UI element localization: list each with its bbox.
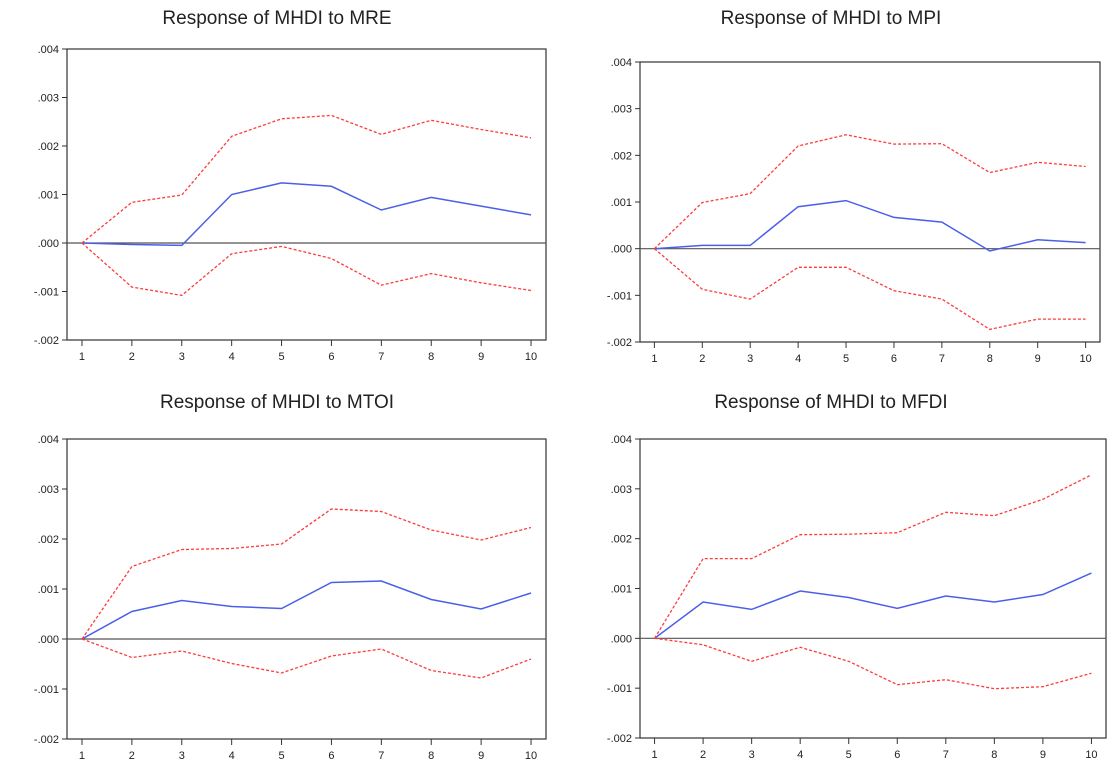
y-tick-label: -.002 [34,335,59,347]
x-tick-label: 8 [987,353,993,365]
x-tick-label: 3 [747,353,753,365]
x-tick-label: 5 [843,353,849,365]
x-tick-label: 1 [652,749,658,760]
y-tick-label: .003 [611,104,632,116]
series-line-lower [81,638,532,679]
x-tick-label: 5 [846,749,852,760]
y-tick-label: .001 [611,197,632,209]
x-tick-label: 6 [891,353,897,365]
chart-title: Response of MHDI to MRE [162,8,392,29]
y-tick-label: .004 [38,434,59,446]
y-tick-label: -.001 [34,287,59,299]
chart-plot: .004 .003 .002 .001 .000 -.001 -.002 1 2 3 4 5 6 7 8 9 1… [34,44,547,363]
plot-frame [66,438,547,740]
chart-plot: .004 .003 .002 .001 .000 -.001 -.002 1 2 3 4 5 6 7 8 9 1… [34,434,547,760]
y-tick-label: .003 [38,484,59,496]
x-tick-label: 5 [278,351,284,363]
x-tick-label: 1 [651,353,657,365]
x-tick-label: 7 [943,749,949,760]
x-tick-label: 7 [939,353,945,365]
series-line-upper [81,114,532,244]
x-tick-label: 9 [478,351,484,363]
series-line-lower [81,242,532,297]
chart-panel-mpi: Response of MHDI to MPI .004 .003 .002 .001… [554,0,1108,380]
x-tick-label: 4 [795,353,801,365]
y-tick-label: .002 [38,141,59,153]
y-tick-label: .003 [38,93,59,105]
chart-plot: .004 .003 .002 .001 .000 -.001 -.002 1 2 3 4 5 6 7 8 9 1… [607,57,1101,365]
y-tick-label: -.002 [607,733,632,745]
y-tick-label: .002 [611,150,632,162]
chart-title: Response of MHDI to MPI [720,8,942,29]
x-tick-label: 10 [1080,353,1092,365]
plot-frame [66,48,547,341]
x-tick-label: 9 [1035,353,1041,365]
y-tick-label: .004 [611,434,632,446]
y-tick-label: .000 [611,244,632,256]
chart-panel-mfdi: Response of MHDI to MFDI .004.003.002.00… [554,380,1108,760]
plot-frame [639,438,1107,739]
chart-title: Response of MHDI to MTOI [159,392,395,413]
x-tick-label: 10 [525,351,537,363]
series-line-response [81,182,532,247]
series-line-response [654,199,1086,252]
chart-plot: .004 .003 .002 .001 .000 -.001 -.002 1 2 3 4 5 6 7 8 9 1… [607,434,1107,760]
series-line-upper [654,474,1092,639]
y-tick-label: .002 [611,534,632,546]
y-tick-label: .001 [38,584,59,596]
y-tick-label: -.002 [34,734,59,746]
x-tick-label: 3 [749,749,755,760]
series-line-lower [654,637,1092,690]
series-line-response [654,572,1092,639]
series-line-lower [653,248,1086,331]
x-tick-label: 1 [79,351,85,363]
x-tick-label: 9 [478,750,484,760]
x-tick-label: 7 [378,351,384,363]
plot-frame [639,61,1101,343]
x-tick-label: 2 [129,750,135,760]
x-tick-label: 4 [229,351,235,363]
x-tick-label: 4 [229,750,235,760]
y-tick-label: -.001 [607,683,632,695]
x-tick-label: 6 [328,750,334,760]
x-tick-label: 2 [699,353,705,365]
y-tick-label: .004 [611,57,632,69]
x-tick-label: 9 [1040,749,1046,760]
y-tick-label: .003 [611,484,632,496]
x-tick-label: 7 [378,750,384,760]
x-tick-label: 5 [278,750,284,760]
chart-panel-mre: Response of MHDI to MRE .004 .003 .002 .001… [0,0,554,380]
x-tick-label: 8 [428,351,434,363]
y-tick-label: -.001 [607,290,632,302]
series-line-response [81,580,532,640]
x-tick-label: 10 [525,750,537,760]
y-tick-label: -.001 [34,684,59,696]
x-tick-label: 1 [79,750,85,760]
chart-panel-mtoi: Response of MHDI to MTOI .004.003.002.00… [0,380,554,760]
x-tick-label: 4 [797,749,803,760]
x-tick-label: 3 [179,750,185,760]
series-line-upper [653,134,1086,250]
y-tick-label: .002 [38,534,59,546]
x-tick-label: 6 [894,749,900,760]
x-tick-label: 8 [428,750,434,760]
x-tick-label: 6 [328,351,334,363]
y-tick-label: .000 [38,238,59,250]
x-tick-label: 2 [129,351,135,363]
x-tick-label: 2 [700,749,706,760]
series-line-upper [81,508,532,640]
x-tick-label: 3 [179,351,185,363]
y-tick-label: .001 [38,190,59,202]
x-tick-label: 10 [1085,749,1097,760]
y-tick-label: .000 [611,633,632,645]
x-tick-label: 8 [991,749,997,760]
y-tick-label: .004 [38,44,59,56]
y-tick-label: -.002 [607,337,632,349]
y-tick-label: .001 [611,584,632,596]
chart-title: Response of MHDI to MFDI [714,392,948,413]
y-tick-label: .000 [38,634,59,646]
